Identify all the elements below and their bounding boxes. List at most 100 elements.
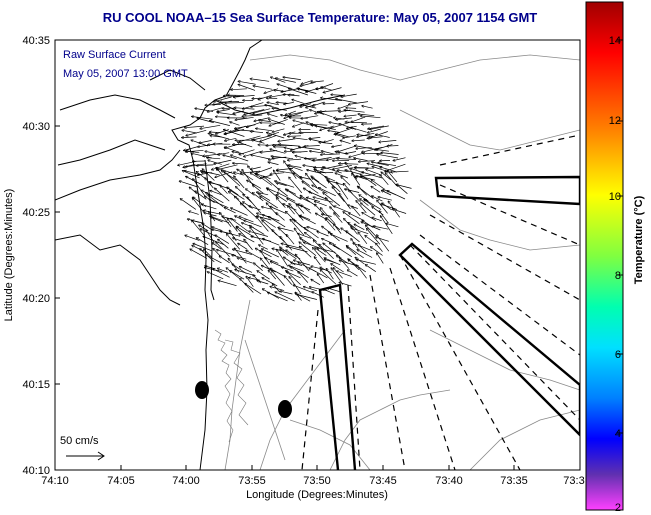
current-vector — [300, 195, 316, 206]
current-vector — [259, 194, 271, 201]
current-vector — [331, 234, 348, 242]
current-vector — [212, 227, 222, 231]
current-vector — [296, 204, 305, 214]
current-vector — [282, 267, 294, 272]
current-vector — [220, 213, 232, 228]
current-vector — [314, 257, 321, 266]
current-vector — [224, 208, 236, 214]
x-tick-label: 73:35 — [500, 475, 528, 487]
current-vector — [362, 106, 373, 109]
current-vector — [300, 238, 312, 245]
current-vector — [376, 237, 389, 242]
current-vector — [288, 95, 300, 96]
current-vector — [207, 107, 223, 112]
current-vector — [182, 137, 197, 138]
current-vector — [257, 271, 270, 280]
current-vector — [298, 234, 312, 239]
current-vector — [331, 264, 344, 273]
current-vector — [251, 173, 261, 180]
current-vector — [361, 222, 381, 231]
current-vector — [277, 192, 296, 202]
current-vector — [349, 101, 369, 105]
map-title: RU COOL NOAA–15 Sea Surface Temperature:… — [103, 10, 538, 25]
current-vector — [257, 192, 269, 196]
current-vector — [297, 295, 317, 300]
current-vector — [250, 131, 264, 133]
nearshore-detail — [214, 329, 249, 443]
current-vector — [185, 125, 205, 128]
current-vector — [280, 291, 293, 295]
current-vector — [229, 192, 240, 200]
current-vector — [340, 141, 351, 145]
current-vector — [293, 285, 313, 293]
current-vector — [318, 112, 333, 118]
current-vector — [380, 167, 398, 173]
current-vector — [338, 104, 350, 109]
current-vector — [351, 116, 366, 122]
station-marker — [278, 400, 292, 418]
current-vector — [304, 146, 320, 147]
current-vector — [323, 243, 341, 258]
current-vector — [321, 208, 336, 224]
current-vector — [356, 146, 372, 149]
current-vector — [334, 245, 353, 258]
current-vector — [251, 166, 261, 169]
current-vector — [276, 78, 296, 83]
current-vector — [253, 135, 272, 140]
current-vector — [289, 177, 303, 194]
current-vector — [200, 229, 217, 237]
current-vector — [300, 246, 312, 258]
current-vector — [299, 147, 320, 150]
current-vector — [189, 211, 199, 215]
current-vector — [193, 179, 206, 197]
current-vector — [334, 224, 342, 234]
current-vector — [211, 217, 223, 223]
current-vector — [286, 271, 301, 285]
current-vector — [269, 119, 285, 125]
current-vector — [200, 124, 221, 128]
current-vector — [392, 209, 407, 214]
current-vector — [217, 112, 237, 116]
current-vector — [270, 287, 285, 291]
current-vector — [365, 236, 377, 245]
current-vector — [260, 123, 281, 124]
current-vector — [262, 207, 272, 210]
current-vector — [304, 228, 319, 239]
current-vector — [250, 227, 264, 245]
current-vector — [381, 172, 392, 181]
current-vector — [253, 193, 264, 202]
current-vector — [290, 110, 309, 115]
current-vector — [341, 177, 351, 186]
current-vector — [238, 85, 256, 91]
current-vector — [254, 263, 263, 271]
current-vector — [224, 130, 245, 137]
current-vector — [339, 258, 350, 269]
current-vector — [257, 216, 272, 221]
current-vector — [317, 274, 325, 284]
current-vector — [309, 192, 328, 200]
current-vector — [238, 243, 248, 250]
current-vector — [236, 227, 248, 239]
colorbar-tick: 4 — [615, 428, 621, 440]
current-vector — [234, 108, 255, 110]
current-vector — [345, 151, 357, 154]
current-vector — [235, 116, 254, 120]
current-vector — [198, 172, 208, 175]
current-vector — [237, 258, 253, 264]
current-vector — [373, 226, 389, 230]
current-vector — [356, 201, 367, 214]
current-vector — [334, 206, 351, 214]
current-vector — [284, 276, 293, 285]
current-vector — [335, 173, 349, 179]
current-vector — [206, 255, 222, 264]
current-vector — [271, 156, 294, 160]
current-vector — [378, 197, 392, 201]
current-vector — [186, 151, 200, 154]
current-vector — [224, 96, 241, 97]
current-vector — [260, 135, 276, 142]
current-vector — [334, 213, 343, 223]
current-vector — [361, 116, 381, 119]
current-vector — [220, 102, 240, 103]
current-vector — [377, 235, 390, 252]
current-vector — [309, 139, 326, 143]
